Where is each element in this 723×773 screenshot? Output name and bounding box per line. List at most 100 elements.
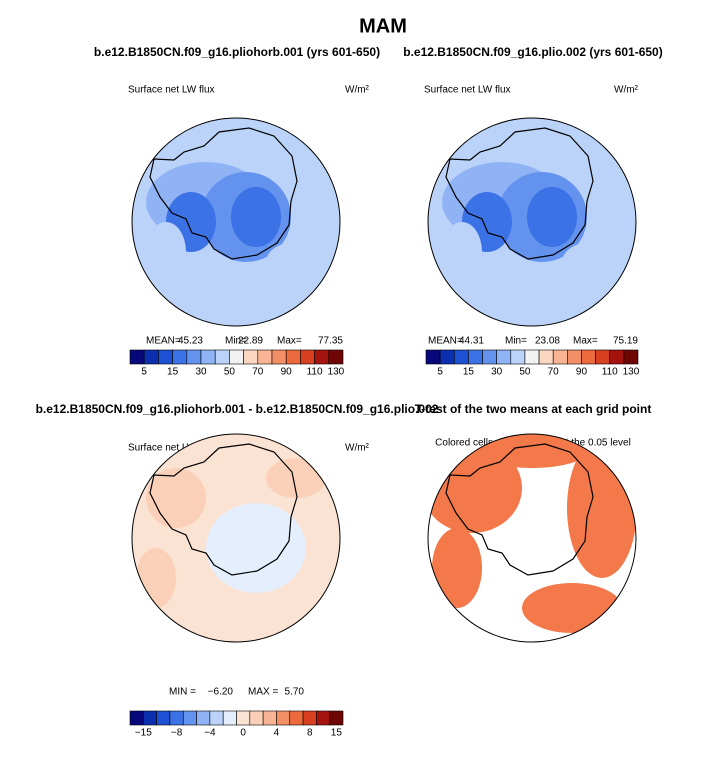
colorbar-box	[609, 349, 625, 365]
map-border	[427, 433, 637, 643]
map-border	[131, 117, 341, 327]
colorbar-box	[623, 349, 639, 365]
stat: MAX =	[248, 687, 278, 698]
colorbar-box	[129, 349, 145, 365]
colorbar-box	[496, 349, 512, 365]
colorbar-label: 70	[548, 367, 560, 378]
colorbar-label: 30	[491, 367, 503, 378]
colorbar-box	[453, 349, 469, 365]
colorbar-box	[229, 349, 244, 365]
colorbar-label: 15	[167, 367, 179, 378]
map	[132, 434, 340, 642]
field-patch	[522, 583, 622, 633]
colorbar-box	[143, 349, 159, 365]
field-patch	[146, 468, 206, 528]
colorbar-label: 110	[307, 367, 323, 378]
colorbar-box	[172, 349, 188, 365]
stat: 22.89	[238, 336, 263, 347]
colorbar-box	[169, 710, 184, 726]
stat: Max=	[277, 336, 302, 347]
colorbar-label: 90	[576, 367, 588, 378]
colorbar-box	[249, 710, 264, 726]
colorbar-label: 4	[274, 728, 280, 739]
colorbar-label: −15	[135, 728, 152, 739]
figure-title: MAM	[359, 15, 407, 37]
map	[428, 434, 636, 642]
field-patch	[266, 242, 326, 282]
colorbar-box	[285, 349, 301, 365]
colorbar-box	[289, 710, 304, 726]
stat: MEAN=	[428, 336, 463, 347]
units-label: W/m²	[345, 85, 370, 96]
map-border	[131, 433, 341, 643]
colorbar-label: 8	[307, 728, 313, 739]
colorbar-box	[262, 710, 277, 726]
colorbar-box	[581, 349, 596, 365]
colorbar-box	[316, 710, 330, 726]
units-label: W/m²	[345, 443, 370, 454]
colorbar-box	[129, 710, 144, 726]
colorbar-box	[524, 349, 540, 365]
colorbar-box	[510, 349, 526, 365]
colorbar-box	[439, 349, 455, 365]
field-patch	[146, 222, 186, 282]
field-patch	[562, 242, 622, 282]
colorbar-label: 15	[463, 367, 475, 378]
colorbar-box	[567, 349, 582, 365]
colorbar-box	[214, 349, 230, 365]
colorbar-label: 30	[195, 367, 207, 378]
variable-label: Surface net LW flux	[128, 85, 215, 96]
colorbar-label: 15	[331, 728, 343, 739]
stat: 5.70	[285, 687, 305, 698]
colorbar-label: 5	[437, 367, 443, 378]
stat: Min=	[505, 336, 527, 347]
colorbar-label: 90	[281, 367, 293, 378]
colorbar-box	[538, 349, 554, 365]
stat: Max=	[573, 336, 598, 347]
colorbar-box	[243, 349, 259, 365]
map-border	[427, 117, 637, 327]
stat: 75.19	[613, 336, 638, 347]
colorbar-label: 50	[224, 367, 236, 378]
map	[132, 118, 340, 326]
stat: 45.23	[178, 336, 203, 347]
colorbar-box	[200, 349, 216, 365]
colorbar-label: −4	[204, 728, 216, 739]
stat: MIN =	[169, 687, 196, 698]
coastline	[149, 443, 298, 576]
colorbar-box	[143, 710, 157, 726]
colorbar-box	[209, 710, 224, 726]
coastline	[149, 127, 298, 260]
stat: Min=	[225, 336, 247, 347]
field-patch	[231, 187, 281, 247]
field-patch	[442, 222, 482, 282]
field-patch	[527, 187, 577, 247]
colorbar-label: 50	[519, 367, 531, 378]
colorbar-box	[314, 349, 330, 365]
panel-title: b.e12.B1850CN.f09_g16.pliohorb.001 - b.e…	[36, 402, 439, 416]
colorbar-box	[182, 710, 197, 726]
coastline	[445, 127, 594, 260]
colorbar-box	[257, 349, 273, 365]
stat: −6.20	[208, 687, 234, 698]
colorbar-box	[186, 349, 202, 365]
colorbar-label: −8	[171, 728, 183, 739]
colorbar-box	[196, 710, 211, 726]
colorbar-box	[482, 349, 497, 365]
colorbar-label: 130	[328, 367, 345, 378]
colorbar-box	[425, 349, 441, 365]
colorbar-box	[156, 710, 171, 726]
colorbar-box	[552, 349, 568, 365]
colorbar-label: 70	[252, 367, 264, 378]
colorbar-box	[328, 349, 344, 365]
stat: 44.31	[459, 336, 484, 347]
colorbar-box	[329, 710, 344, 726]
colorbar-label: 0	[240, 728, 246, 739]
colorbar-box	[271, 349, 287, 365]
stat: MEAN=	[146, 336, 181, 347]
colorbar-box	[276, 710, 291, 726]
stat: 23.08	[535, 336, 560, 347]
field-patch	[136, 548, 176, 608]
stat: 77.35	[318, 336, 343, 347]
field-patch	[206, 503, 306, 593]
